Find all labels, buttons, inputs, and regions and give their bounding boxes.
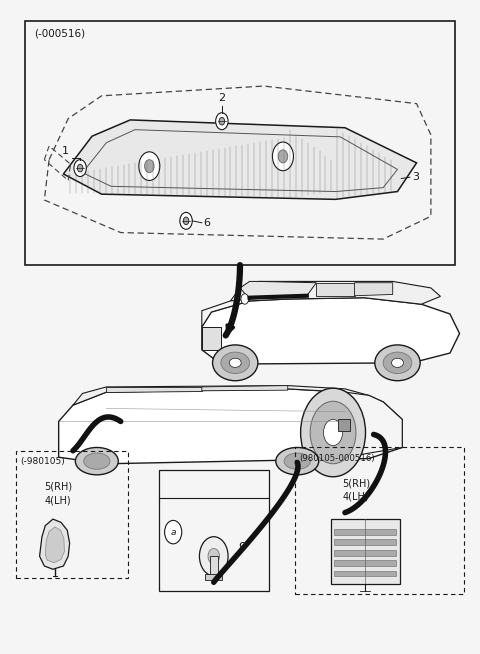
Polygon shape (202, 386, 288, 391)
Polygon shape (240, 281, 316, 299)
Polygon shape (230, 281, 441, 304)
Circle shape (144, 160, 154, 173)
Bar (335, 540, 396, 545)
Circle shape (77, 164, 83, 172)
Circle shape (165, 521, 182, 544)
Polygon shape (345, 392, 402, 457)
Circle shape (208, 549, 219, 564)
Bar (205, 574, 222, 579)
Bar (210, 557, 217, 577)
Text: 2: 2 (218, 93, 226, 103)
Polygon shape (202, 299, 250, 327)
Polygon shape (107, 387, 202, 392)
Circle shape (241, 294, 249, 304)
Circle shape (273, 142, 293, 171)
Polygon shape (316, 283, 355, 296)
Circle shape (219, 118, 225, 125)
Circle shape (199, 537, 228, 576)
Bar (16, 451, 128, 577)
Ellipse shape (284, 453, 311, 470)
Ellipse shape (392, 358, 404, 368)
Ellipse shape (276, 447, 319, 475)
Circle shape (324, 419, 343, 445)
Circle shape (139, 152, 160, 181)
Text: 5(RH): 5(RH) (343, 479, 371, 489)
Ellipse shape (221, 352, 250, 373)
Polygon shape (39, 519, 70, 569)
Text: 6: 6 (203, 218, 210, 228)
Ellipse shape (229, 358, 241, 368)
Bar (335, 529, 396, 535)
Text: 4(LH): 4(LH) (343, 492, 369, 502)
Ellipse shape (375, 345, 420, 381)
Text: (980105-000516): (980105-000516) (300, 454, 375, 463)
Text: (-000516): (-000516) (34, 29, 85, 39)
Circle shape (74, 160, 86, 177)
Polygon shape (202, 298, 459, 364)
Polygon shape (202, 327, 221, 350)
Bar (25, 21, 455, 265)
Text: (-980105): (-980105) (21, 457, 65, 466)
Bar (335, 550, 396, 556)
Circle shape (300, 388, 365, 477)
Circle shape (183, 217, 189, 225)
Polygon shape (355, 283, 393, 296)
Ellipse shape (213, 345, 258, 381)
Polygon shape (63, 120, 417, 199)
Text: 3: 3 (412, 172, 419, 182)
Circle shape (278, 150, 288, 163)
Bar (331, 519, 400, 584)
Text: 4(LH): 4(LH) (44, 495, 71, 505)
Text: 9: 9 (239, 541, 246, 554)
Text: 5(RH): 5(RH) (44, 482, 72, 492)
Bar (338, 419, 350, 431)
Polygon shape (73, 386, 383, 405)
Ellipse shape (383, 352, 412, 373)
Polygon shape (59, 389, 402, 464)
Bar (335, 560, 396, 566)
Text: a: a (170, 528, 176, 537)
Ellipse shape (75, 447, 118, 475)
Polygon shape (45, 527, 64, 562)
Bar (159, 470, 269, 591)
Circle shape (216, 112, 228, 129)
Bar (335, 570, 396, 576)
Circle shape (180, 213, 192, 230)
Ellipse shape (84, 453, 110, 470)
Text: 1: 1 (62, 146, 69, 156)
Bar (295, 447, 464, 594)
Circle shape (310, 402, 356, 464)
